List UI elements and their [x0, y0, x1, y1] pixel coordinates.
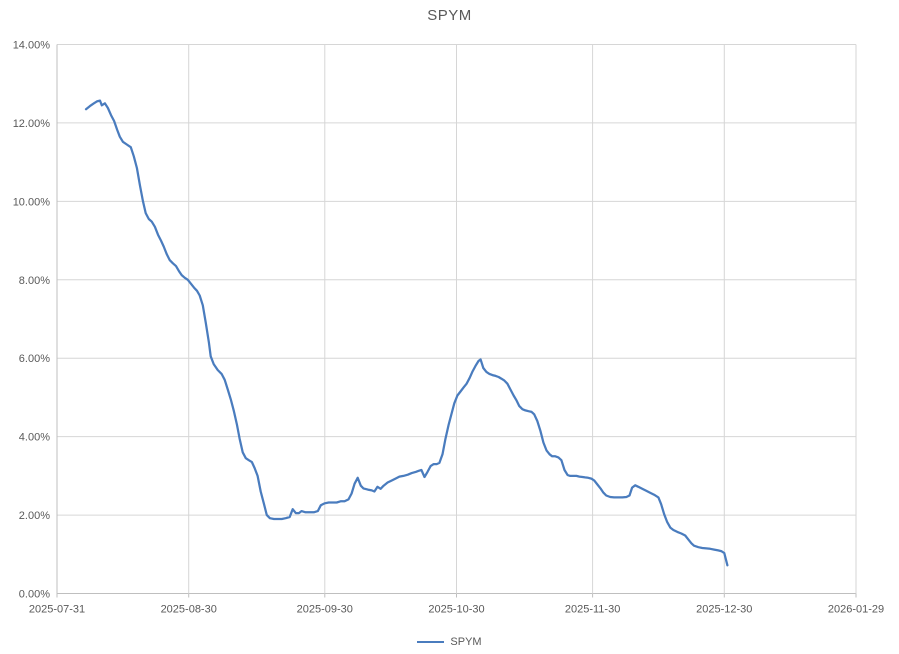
y-axis-tick-label: 0.00%	[19, 589, 50, 601]
y-axis-tick-label: 12.00%	[13, 118, 51, 130]
chart-title: SPYM	[427, 7, 472, 24]
y-axis-tick-label: 6.00%	[19, 353, 50, 365]
x-axis-tick-label: 2025-07-31	[29, 604, 85, 616]
y-axis-tick-label: 4.00%	[19, 432, 50, 444]
legend-series-label: SPYM	[450, 636, 482, 648]
series-line-spym	[84, 99, 729, 567]
x-axis-tick-label: 2026-01-29	[828, 604, 884, 616]
x-axis-tick-label: 2025-09-30	[297, 604, 353, 616]
legend: SPYM	[0, 636, 899, 648]
y-axis-tick-label: 14.00%	[13, 40, 51, 52]
x-axis-tick-label: 2025-12-30	[696, 604, 752, 616]
x-axis-tick-label: 2025-10-30	[428, 604, 484, 616]
x-axis-tick-label: 2025-11-30	[565, 604, 620, 616]
legend-line-swatch	[417, 641, 445, 643]
y-axis-tick-label: 10.00%	[13, 196, 51, 208]
y-axis-tick-label: 8.00%	[19, 275, 50, 287]
y-axis-tick-label: 2.00%	[19, 510, 50, 522]
x-axis-tick-label: 2025-08-30	[161, 604, 217, 616]
